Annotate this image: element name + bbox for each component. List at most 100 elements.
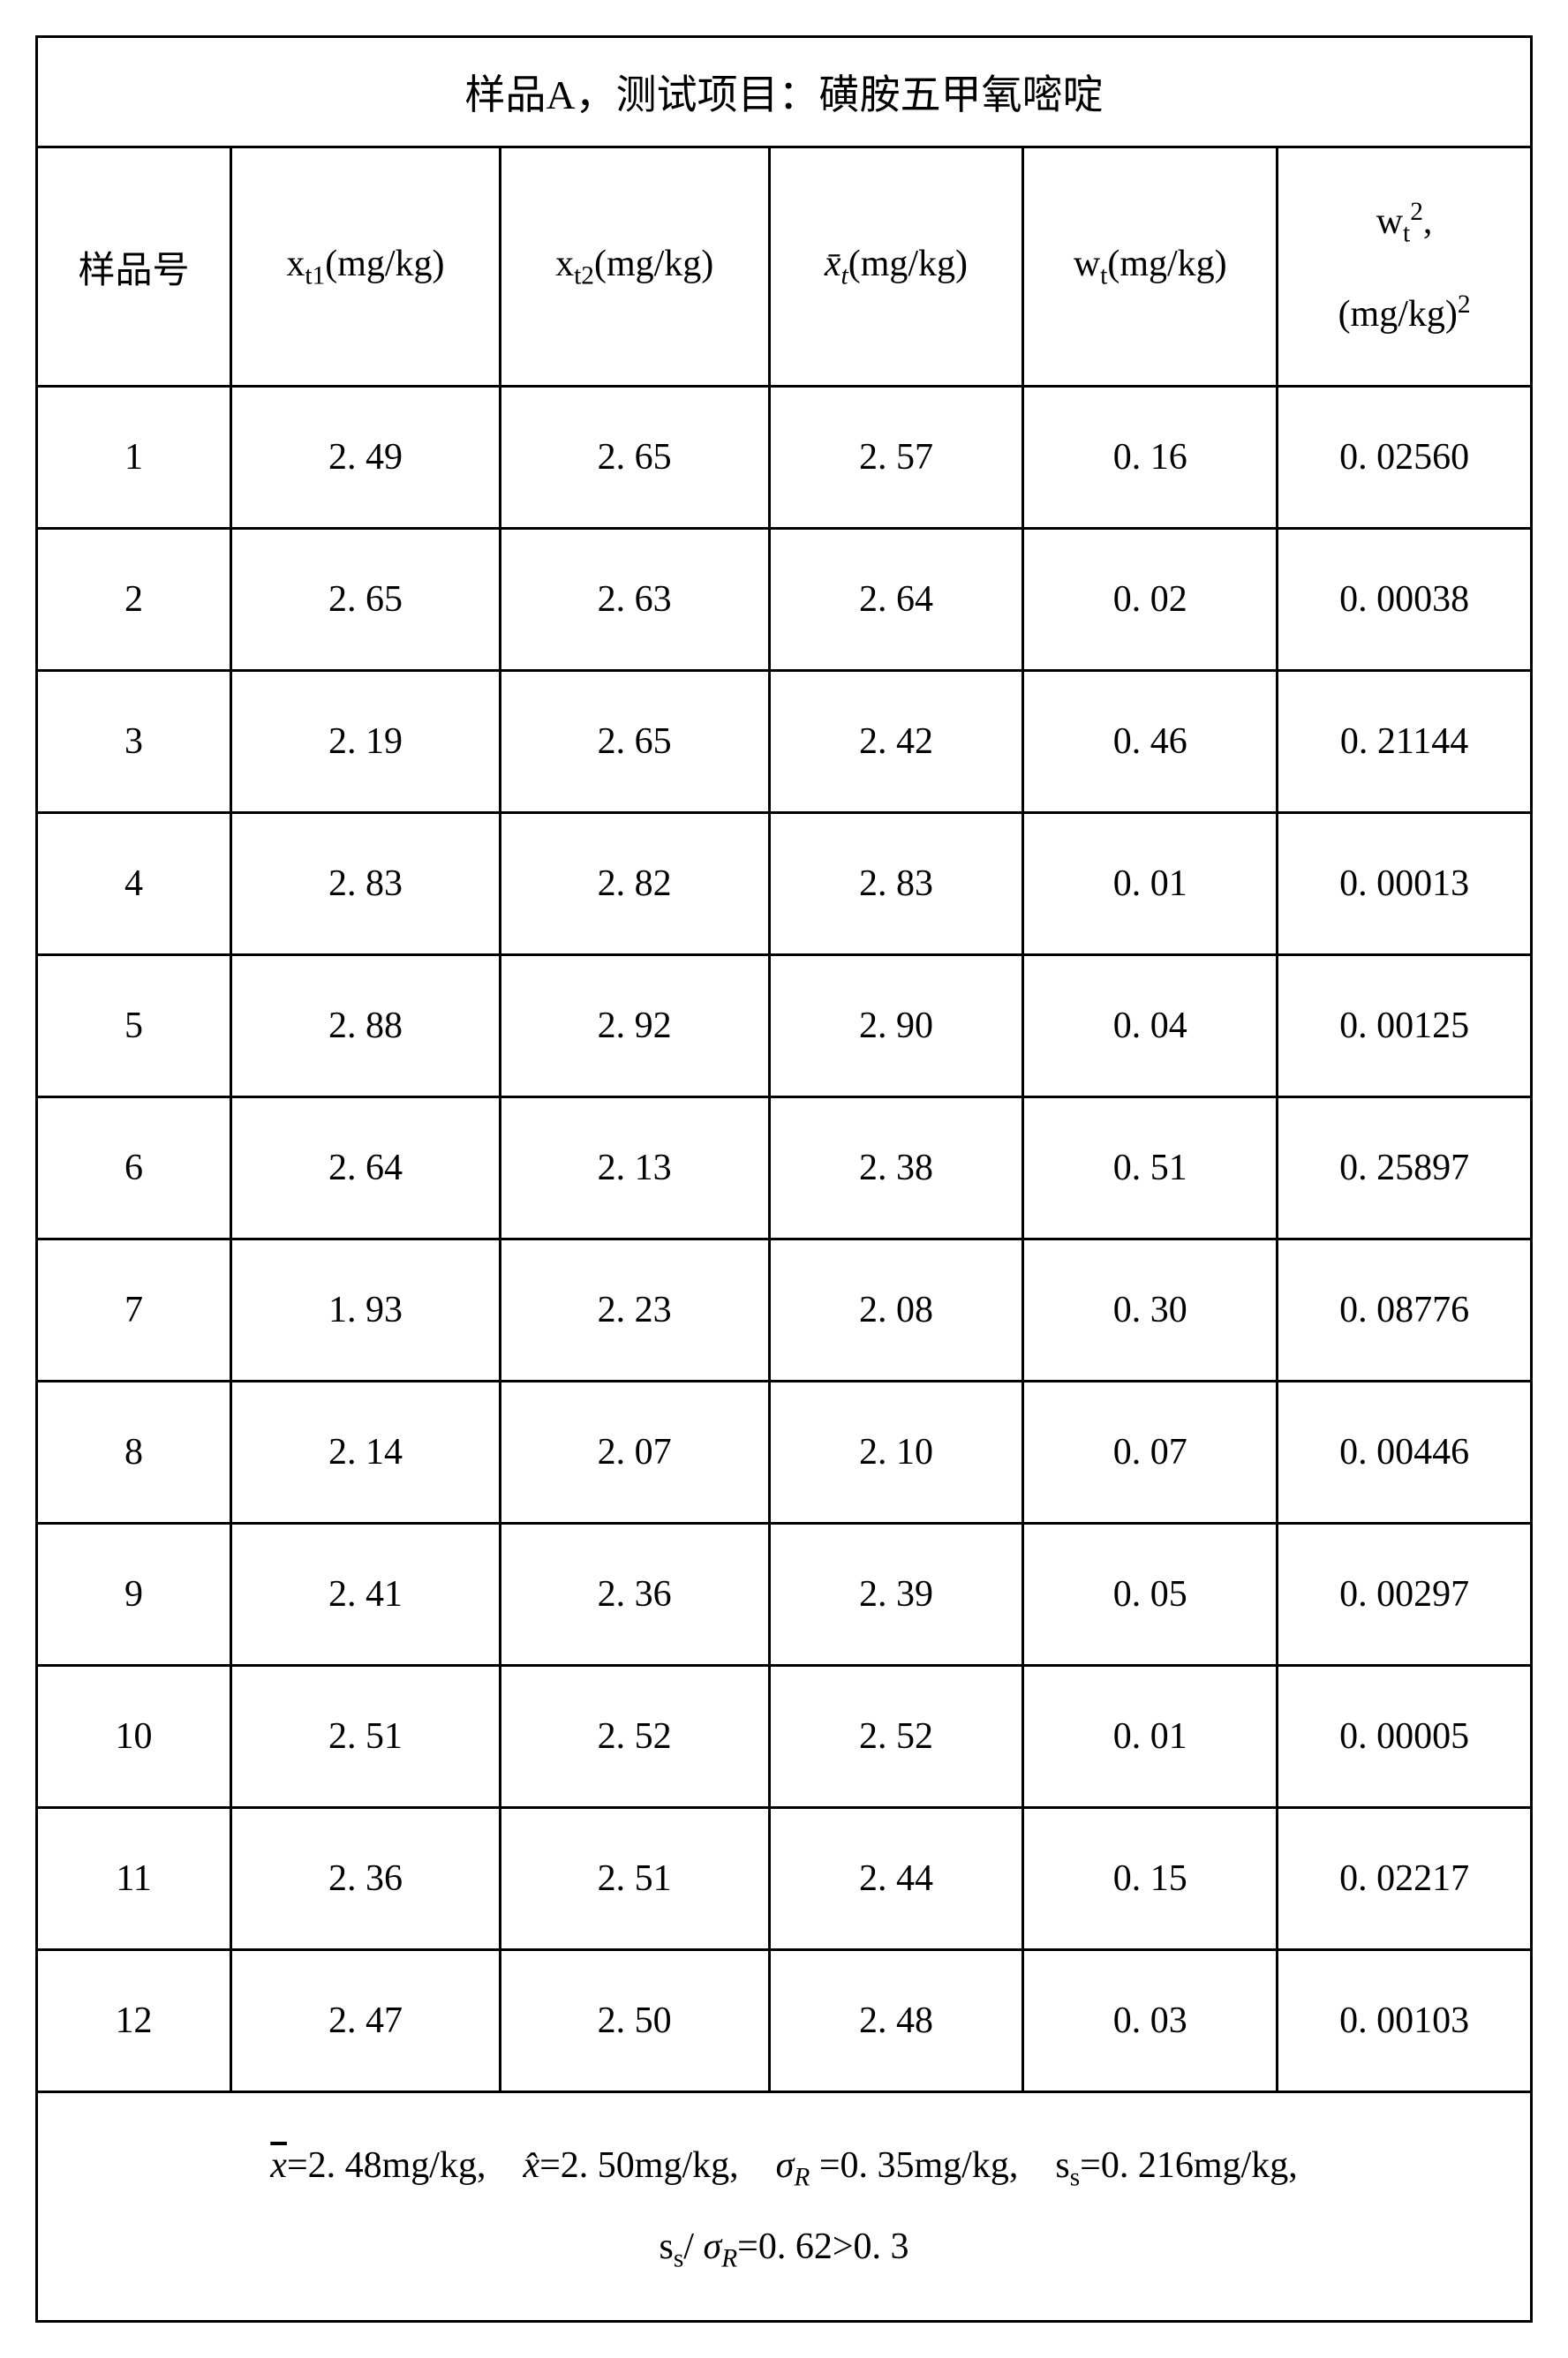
table-cell: 2. 10 (769, 1382, 1023, 1524)
table-cell: 2. 41 (231, 1524, 501, 1666)
unit-sup: 2 (1458, 290, 1471, 319)
data-table: 样品A，测试项目：磺胺五甲氧嘧啶 样品号 xt1(mg/kg) xt2(mg/k… (35, 35, 1533, 2323)
col-header-xt2: xt2(mg/kg) (500, 147, 769, 387)
table-title-row: 样品A，测试项目：磺胺五甲氧嘧啶 (37, 37, 1532, 147)
table-cell: 2. 65 (500, 671, 769, 813)
unit: (mg/kg) (1107, 244, 1226, 284)
table-cell: 0. 04 (1023, 955, 1278, 1097)
sym: w (1376, 201, 1403, 242)
table-body: 12. 492. 652. 570. 160. 0256022. 652. 63… (37, 387, 1532, 2092)
table-cell: 2. 38 (769, 1097, 1023, 1239)
table-cell: 0. 00038 (1278, 529, 1532, 671)
ss-val: =0. 216mg/kg, (1080, 2145, 1298, 2186)
table-cell: 0. 21144 (1278, 671, 1532, 813)
table-cell: 2. 07 (500, 1382, 769, 1524)
table-cell: 2. 42 (769, 671, 1023, 813)
table-cell: 5 (37, 955, 231, 1097)
col-header-wt2: wt2, (mg/kg)2 (1278, 147, 1532, 387)
xhat-val: =2. 50mg/kg, (539, 2145, 739, 2186)
sub: t (1403, 219, 1410, 247)
table-cell: 2. 47 (231, 1950, 501, 2092)
table-footer-row: x=2. 48mg/kg, x̂=2. 50mg/kg, σR =0. 35mg… (37, 2092, 1532, 2322)
table-cell: 2. 65 (231, 529, 501, 671)
sup: 2 (1410, 198, 1423, 226)
table-cell: 1. 93 (231, 1239, 501, 1382)
table-cell: 0. 08776 (1278, 1239, 1532, 1382)
table-cell: 0. 03 (1023, 1950, 1278, 2092)
ratio-sigma-sym: σ (703, 2226, 721, 2267)
table-row: 82. 142. 072. 100. 070. 00446 (37, 1382, 1532, 1524)
table-cell: 2. 65 (500, 387, 769, 529)
table-cell: 2. 88 (231, 955, 501, 1097)
sym: x (286, 244, 305, 284)
table-cell: 2. 39 (769, 1524, 1023, 1666)
sigma-sym: σ (776, 2145, 795, 2186)
table-cell: 2 (37, 529, 231, 671)
ratio-ss-sub: s (674, 2245, 683, 2273)
table-cell: 2. 52 (500, 1666, 769, 1808)
unit: (mg/kg) (594, 244, 713, 284)
table-cell: 2. 83 (769, 813, 1023, 955)
table-cell: 2. 08 (769, 1239, 1023, 1382)
ss-sub: s (1070, 2163, 1080, 2191)
unit: (mg/kg) (848, 244, 968, 284)
xbb-val: =2. 48mg/kg, (287, 2145, 486, 2186)
table-cell: 0. 25897 (1278, 1097, 1532, 1239)
table-cell: 12 (37, 1950, 231, 2092)
table-cell: 2. 36 (500, 1524, 769, 1666)
table-cell: 0. 46 (1023, 671, 1278, 813)
table-cell: 2. 19 (231, 671, 501, 813)
sigmaR-val: =0. 35mg/kg, (810, 2145, 1018, 2186)
table-cell: 9 (37, 1524, 231, 1666)
table-cell: 0. 00297 (1278, 1524, 1532, 1666)
table-cell: 0. 51 (1023, 1097, 1278, 1239)
table-title: 样品A，测试项目：磺胺五甲氧嘧啶 (37, 37, 1532, 147)
ss-sym: s (1055, 2145, 1069, 2186)
table-cell: 2. 36 (231, 1808, 501, 1950)
table-row: 122. 472. 502. 480. 030. 00103 (37, 1950, 1532, 2092)
table-cell: 0. 07 (1023, 1382, 1278, 1524)
table-cell: 0. 00103 (1278, 1950, 1532, 2092)
col-header-xbar: x̄t(mg/kg) (769, 147, 1023, 387)
sigma-sub: R (794, 2163, 810, 2191)
table-cell: 2. 64 (769, 529, 1023, 671)
table-cell: 2. 52 (769, 1666, 1023, 1808)
table-cell: 0. 00005 (1278, 1666, 1532, 1808)
table-cell: 2. 13 (500, 1097, 769, 1239)
table-cell: 2. 51 (500, 1808, 769, 1950)
table-row: 71. 932. 232. 080. 300. 08776 (37, 1239, 1532, 1382)
table-cell: 2. 51 (231, 1666, 501, 1808)
table-cell: 0. 00125 (1278, 955, 1532, 1097)
table-cell: 2. 83 (231, 813, 501, 955)
sym: x̄ (825, 244, 841, 284)
xbarbar-sym: x (270, 2145, 287, 2186)
ratio-val: =0. 62>0. 3 (737, 2226, 908, 2267)
unit: (mg/kg) (1338, 294, 1458, 335)
table-cell: 2. 14 (231, 1382, 501, 1524)
table-cell: 0. 00446 (1278, 1382, 1532, 1524)
table-row: 92. 412. 362. 390. 050. 00297 (37, 1524, 1532, 1666)
table-row: 52. 882. 922. 900. 040. 00125 (37, 955, 1532, 1097)
table-cell: 0. 05 (1023, 1524, 1278, 1666)
col-header-xt1: xt1(mg/kg) (231, 147, 501, 387)
sym: w (1074, 244, 1100, 284)
table-cell: 0. 30 (1023, 1239, 1278, 1382)
table-cell: 6 (37, 1097, 231, 1239)
table-cell: 0. 16 (1023, 387, 1278, 529)
table-cell: 2. 50 (500, 1950, 769, 2092)
table-cell: 0. 01 (1023, 1666, 1278, 1808)
table-cell: 7 (37, 1239, 231, 1382)
table-cell: 2. 23 (500, 1239, 769, 1382)
table-cell: 0. 15 (1023, 1808, 1278, 1950)
sym: x (555, 244, 574, 284)
table-cell: 0. 02217 (1278, 1808, 1532, 1950)
table-cell: 0. 02 (1023, 529, 1278, 671)
table-row: 12. 492. 652. 570. 160. 02560 (37, 387, 1532, 529)
table-cell: 2. 92 (500, 955, 769, 1097)
table-cell: 11 (37, 1808, 231, 1950)
xhat-sym: x̂ (523, 2145, 539, 2186)
table-cell: 0. 00013 (1278, 813, 1532, 955)
table-cell: 2. 48 (769, 1950, 1023, 2092)
table-cell: 3 (37, 671, 231, 813)
table-cell: 4 (37, 813, 231, 955)
